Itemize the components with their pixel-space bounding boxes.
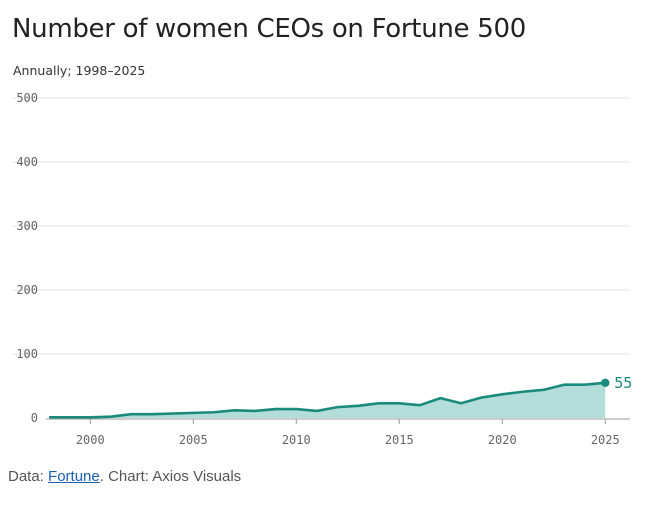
women-ceo-area-chart: 55 0 100 200 300 400 500 2000 2005 2010 2015 2020… xyxy=(12,91,632,447)
chart-subtitle: Annually; 1998–2025 xyxy=(13,63,146,78)
y-axis-ticks: 0 100 200 300 400 500 xyxy=(16,91,38,425)
y-tick-label-500: 500 xyxy=(16,91,38,105)
source-suffix: . Chart: Axios Visuals xyxy=(99,468,242,485)
y-tick-label-400: 400 xyxy=(16,155,38,169)
x-tick-label-2000: 2000 xyxy=(76,433,105,447)
x-axis-ticks: 2000 2005 2010 2015 2020 2025 xyxy=(76,419,620,447)
end-value-label: 55 xyxy=(614,374,632,392)
y-tick-label-200: 200 xyxy=(16,283,38,297)
chart-title: Number of women CEOs on Fortune 500 xyxy=(12,14,526,44)
x-tick-label-2020: 2020 xyxy=(488,433,517,447)
end-point xyxy=(601,378,610,387)
source-link-fortune[interactable]: Fortune xyxy=(48,468,100,485)
x-tick-label-2025: 2025 xyxy=(591,433,620,447)
x-tick-label-2005: 2005 xyxy=(179,433,208,447)
y-tick-label-0: 0 xyxy=(31,411,38,425)
y-tick-label-100: 100 xyxy=(16,347,38,361)
x-tick-label-2015: 2015 xyxy=(385,433,414,447)
area-fill xyxy=(49,382,606,418)
source-note: Data: Fortune. Chart: Axios Visuals xyxy=(8,468,241,485)
x-tick-label-2010: 2010 xyxy=(282,433,311,447)
source-prefix: Data: xyxy=(8,468,49,485)
gridlines xyxy=(12,97,630,355)
series-line xyxy=(49,381,606,419)
y-tick-label-300: 300 xyxy=(16,219,38,233)
